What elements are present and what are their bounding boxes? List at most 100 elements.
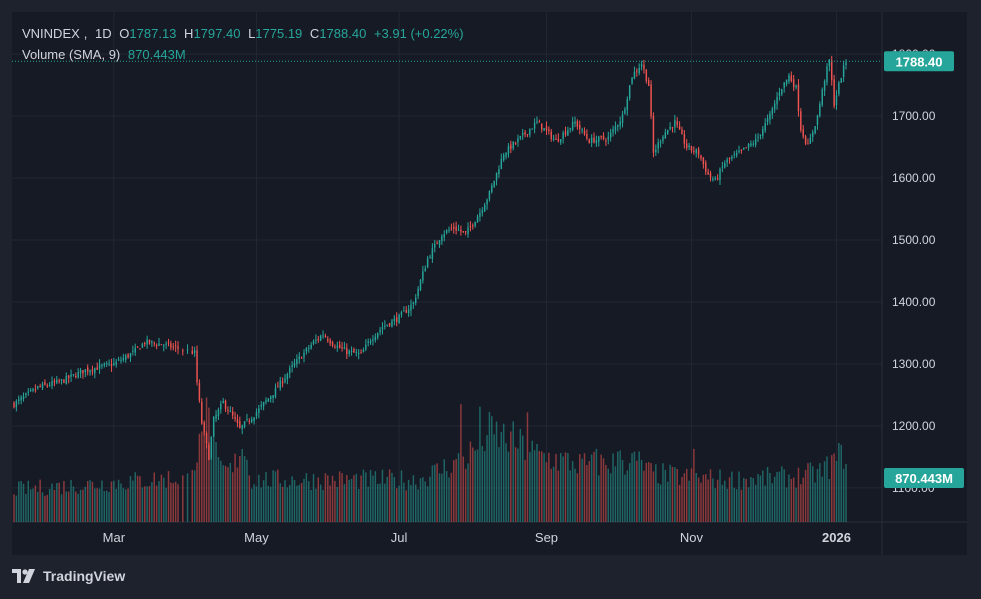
volume-bar [410,485,412,522]
volume-bar [571,461,574,522]
candle-body [740,149,743,151]
candle-body [415,297,417,304]
volume-bar [70,479,72,522]
volume-bar [647,462,650,522]
volume-bar [227,467,229,522]
volume-bar [117,479,120,522]
interval[interactable]: 1D [95,26,112,41]
candle-body [819,103,821,116]
candle-body [32,388,34,391]
price-axis-label: 1200.00 [892,419,936,433]
candle-body [70,374,72,377]
candle-body [757,136,759,138]
volume-bar [526,412,529,522]
symbol-name[interactable]: VNINDEX [22,26,80,41]
time-axis-label: Nov [680,530,704,545]
candlestick-chart[interactable]: 1100.001200.001300.001400.001500.001600.… [12,12,967,555]
volume-bar [574,468,576,522]
candle-body [365,344,367,350]
candle-body [341,347,343,349]
volume-bar [170,482,172,522]
candle-body [479,212,481,217]
volume-bar [757,474,759,522]
volume-bar [300,483,303,522]
volume-bar [91,481,94,522]
candle-body [678,125,681,130]
candle-body [305,348,308,352]
volume-bar [215,442,217,522]
candle-body [605,140,607,142]
volume-bar [84,486,87,522]
volume-bar [479,406,481,522]
candle-body [239,421,241,428]
volume-bar [153,472,155,522]
volume-bar [831,455,833,522]
candle-body [60,379,63,381]
volume-bar [807,463,809,522]
volume-bar [255,486,258,522]
volume-bar [685,468,688,522]
volume-bar [695,473,697,522]
volume-label[interactable]: Volume (SMA, 9) [22,47,121,62]
volume-bar [134,472,136,522]
volume-bar [308,481,310,522]
volume-bar [317,477,320,522]
price-axis-label: 1400.00 [892,295,936,309]
candle-body [172,346,175,348]
volume-bar [258,474,260,522]
candle-body [65,376,68,384]
candle-body [567,130,569,136]
candle-body [747,143,750,148]
volume-bar [638,451,640,522]
volume-bar [41,492,44,522]
volume-bar [267,485,270,522]
volume-bar [828,479,831,522]
volume-bar [148,486,151,522]
volume-bar [683,473,686,522]
candle-body [579,125,581,129]
volume-bar [403,482,405,522]
candle-body [22,396,25,399]
candle-body [681,129,683,135]
volume-bar [598,475,600,522]
candle-body [614,126,617,131]
candle-body [431,248,434,259]
candle-body [312,341,315,344]
close-label: C [309,26,320,41]
candle-body [39,386,41,388]
volume-bar [331,475,334,522]
volume-bar [372,475,374,522]
candle-body [208,444,210,461]
candle-body [621,114,624,123]
volume-bar [455,459,457,522]
candle-body [346,348,348,355]
tradingview-logo[interactable]: TradingView [12,568,125,584]
candle-body [308,347,310,349]
candle-body [835,95,838,106]
volume-bar [65,491,68,522]
candle-body [134,347,136,353]
candle-body [624,109,626,114]
volume-bar [141,487,144,522]
volume-bar [662,463,664,522]
candle-body [802,129,804,137]
candle-body [129,353,132,358]
candle-body [265,400,267,403]
volume-bar [124,489,127,522]
volume-bar [823,461,826,522]
volume-bar [94,488,96,522]
volume-bar [543,453,545,522]
candle-body [564,131,567,135]
chart-panel[interactable]: 1100.001200.001300.001400.001500.001600.… [12,12,967,555]
candle-body [781,89,783,95]
volume-bar [77,493,79,522]
candle-body [569,128,571,130]
volume-bar [778,471,781,522]
volume-bar [531,440,533,522]
candle-body [571,121,574,130]
candle-body [153,342,155,344]
volume-bar [434,464,436,522]
candle-body [455,226,457,231]
candle-body [769,113,771,120]
candle-body [840,78,842,83]
